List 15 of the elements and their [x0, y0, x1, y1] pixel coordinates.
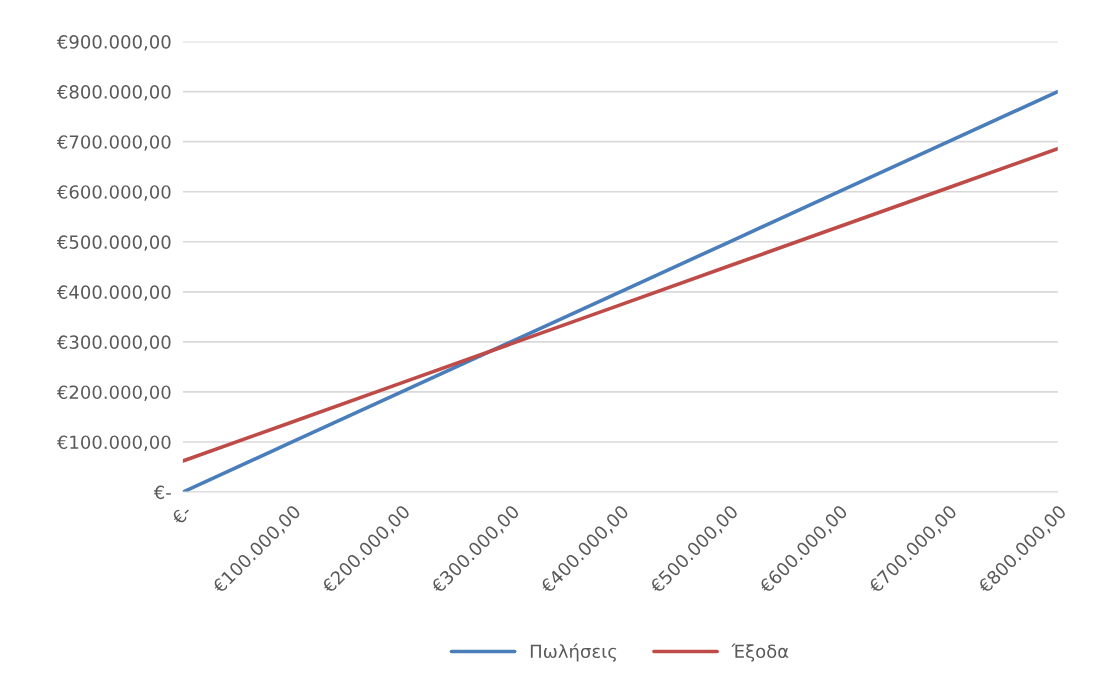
y-tick-label: €100.000,00 — [56, 435, 171, 451]
line-series — [182, 146, 1058, 463]
y-tick-label: €300.000,00 — [56, 335, 171, 351]
line-series — [182, 89, 1058, 493]
y-tick-label: €700.000,00 — [56, 135, 171, 151]
y-tick-label: €500.000,00 — [56, 235, 171, 251]
x-tick-label: €- — [170, 503, 193, 526]
y-tick-label: €900.000,00 — [56, 35, 171, 51]
y-tick-label: €600.000,00 — [56, 185, 171, 201]
y-tick-label: €400.000,00 — [56, 285, 171, 301]
legend-label: Πωλήσεις — [530, 643, 617, 662]
y-tick-label: €800.000,00 — [56, 85, 171, 101]
legend-label: Έξοδα — [731, 643, 789, 662]
y-tick-label: €200.000,00 — [56, 385, 171, 401]
y-tick-label: €- — [153, 485, 171, 500]
